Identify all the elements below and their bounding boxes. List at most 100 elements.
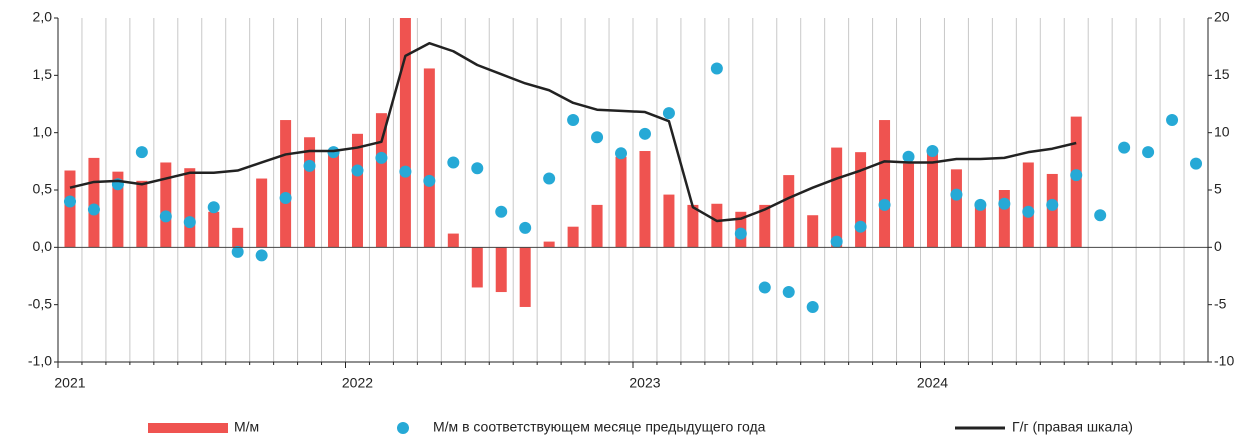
- dot: [471, 162, 484, 175]
- dot: [1166, 114, 1179, 127]
- dot: [1190, 157, 1203, 170]
- y-tick-label: 1,5: [33, 66, 53, 82]
- dot: [591, 131, 604, 144]
- dot: [303, 159, 316, 172]
- y-tick-label: -0,5: [28, 295, 52, 311]
- bar: [950, 169, 962, 248]
- y-tick-label: 2,0: [33, 9, 53, 25]
- y2-tick-label: 10: [1214, 123, 1230, 139]
- dot: [615, 147, 628, 160]
- dot: [1022, 205, 1035, 218]
- dot: [135, 146, 148, 159]
- bar: [879, 120, 891, 248]
- y2-tick-label: 0: [1214, 238, 1222, 254]
- bar: [136, 180, 148, 248]
- y-tick-label: 1,0: [33, 123, 53, 139]
- dot: [926, 145, 939, 158]
- bar: [232, 227, 244, 248]
- bar: [519, 247, 531, 307]
- dot: [998, 197, 1011, 210]
- bar: [304, 137, 316, 248]
- bar: [1022, 162, 1034, 248]
- dot: [1142, 146, 1155, 159]
- bar: [351, 133, 363, 248]
- dot: [399, 165, 412, 178]
- bar: [855, 152, 867, 248]
- bar: [974, 202, 986, 248]
- dot: [1070, 169, 1083, 182]
- dot: [279, 192, 292, 205]
- bar: [1070, 116, 1082, 248]
- dot: [375, 151, 388, 164]
- plot-area: [63, 18, 1203, 313]
- y2-tick-label: -10: [1214, 353, 1234, 369]
- dot: [662, 107, 675, 120]
- legend-swatch: [148, 423, 228, 433]
- bar: [783, 175, 795, 248]
- legend-label: Г/г (правая шкала): [1012, 419, 1133, 435]
- dot: [902, 150, 915, 163]
- y2-tick-label: 15: [1214, 66, 1230, 82]
- dot: [1118, 141, 1131, 154]
- dot: [710, 62, 723, 75]
- bar: [926, 148, 938, 248]
- dot: [878, 198, 891, 211]
- dot: [519, 221, 532, 234]
- y2-tick-label: 20: [1214, 9, 1230, 25]
- bar: [831, 147, 843, 248]
- x-tick-label: 2021: [54, 375, 85, 391]
- bar: [543, 241, 555, 248]
- bar: [615, 156, 627, 248]
- dot: [734, 227, 747, 240]
- dot: [351, 164, 364, 177]
- y-tick-label: -1,0: [28, 353, 52, 369]
- dot: [447, 156, 460, 169]
- x-tick-label: 2024: [917, 375, 948, 391]
- bar: [903, 163, 915, 248]
- x-tick-label: 2023: [629, 375, 660, 391]
- legend-label: М/м: [234, 419, 259, 435]
- bar: [591, 204, 603, 248]
- bar: [759, 204, 771, 248]
- dot: [1094, 209, 1107, 222]
- y2-tick-label: -5: [1214, 295, 1227, 311]
- dot: [159, 210, 172, 223]
- dot: [974, 198, 987, 211]
- dot: [207, 201, 220, 214]
- dot: [950, 188, 963, 201]
- bar: [328, 153, 340, 248]
- bar: [807, 215, 819, 248]
- bar: [663, 194, 675, 248]
- bar: [998, 190, 1010, 248]
- bar: [64, 170, 76, 248]
- bar: [280, 120, 292, 248]
- dot: [567, 114, 580, 127]
- dot: [423, 174, 436, 187]
- dot: [830, 235, 843, 248]
- bar: [88, 157, 100, 248]
- bar: [375, 113, 387, 248]
- bar: [208, 211, 220, 248]
- bar: [687, 204, 699, 248]
- bar: [711, 203, 723, 248]
- legend-swatch: [397, 422, 409, 434]
- y-tick-label: 0,0: [33, 238, 53, 254]
- bar: [184, 168, 196, 248]
- bar: [399, 18, 411, 248]
- dot: [854, 220, 867, 233]
- bar: [256, 178, 268, 248]
- bar: [160, 162, 172, 248]
- dot: [63, 195, 76, 208]
- dot: [87, 203, 100, 216]
- bar: [567, 226, 579, 248]
- dot: [1046, 198, 1059, 211]
- bar: [112, 171, 124, 248]
- line: [69, 41, 1077, 223]
- dot: [231, 245, 244, 258]
- bar: [471, 247, 483, 288]
- dot: [782, 286, 795, 299]
- dot: [638, 127, 651, 140]
- bar: [447, 233, 459, 248]
- x-tick-label: 2022: [342, 375, 373, 391]
